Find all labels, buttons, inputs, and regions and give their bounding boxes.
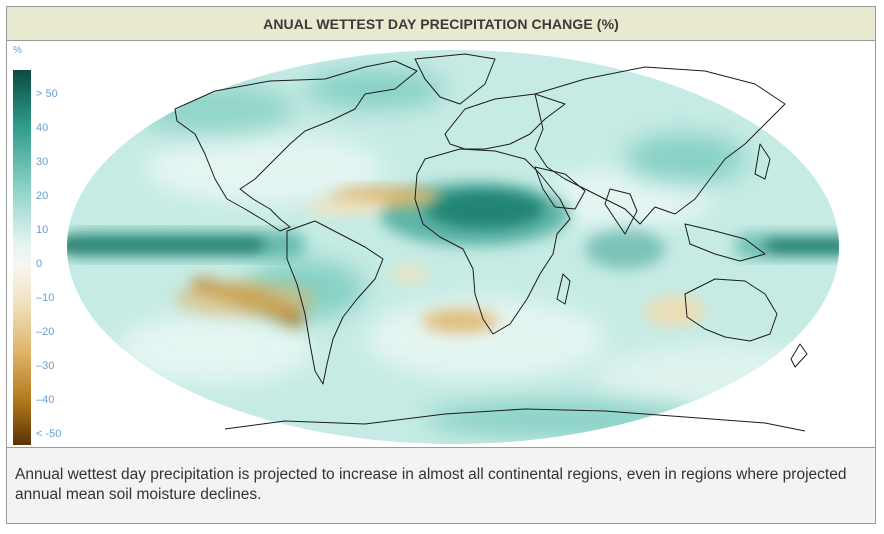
legend-tick: 0	[36, 258, 43, 270]
colorbar	[13, 70, 31, 445]
title-bar: ANUAL WETTEST DAY PRECIPITATION CHANGE (…	[7, 7, 875, 41]
legend-tick: 10	[36, 224, 49, 236]
legend-tick: 20	[36, 190, 49, 202]
legend-tick: –20	[36, 326, 55, 338]
figure-panel: ANUAL WETTEST DAY PRECIPITATION CHANGE (…	[6, 6, 876, 524]
legend-tick: 40	[36, 122, 49, 134]
legend-unit-label: %	[13, 45, 22, 56]
world-map	[67, 50, 839, 444]
figure-title: ANUAL WETTEST DAY PRECIPITATION CHANGE (…	[263, 15, 619, 32]
coastlines	[174, 53, 808, 432]
legend-tick: –10	[36, 292, 55, 304]
precipitation-field	[67, 50, 839, 444]
legend-tick: > 50	[36, 88, 58, 100]
caption-text: Annual wettest day precipitation is proj…	[15, 466, 847, 503]
legend-tick: 30	[36, 156, 49, 168]
legend-tick: < -50	[36, 428, 62, 440]
legend-tick: –40	[36, 394, 55, 406]
map-area: % > 50 40 30 20 10 0 –10	[7, 41, 875, 447]
legend-tick: –30	[36, 360, 55, 372]
caption-box: Annual wettest day precipitation is proj…	[7, 447, 875, 523]
